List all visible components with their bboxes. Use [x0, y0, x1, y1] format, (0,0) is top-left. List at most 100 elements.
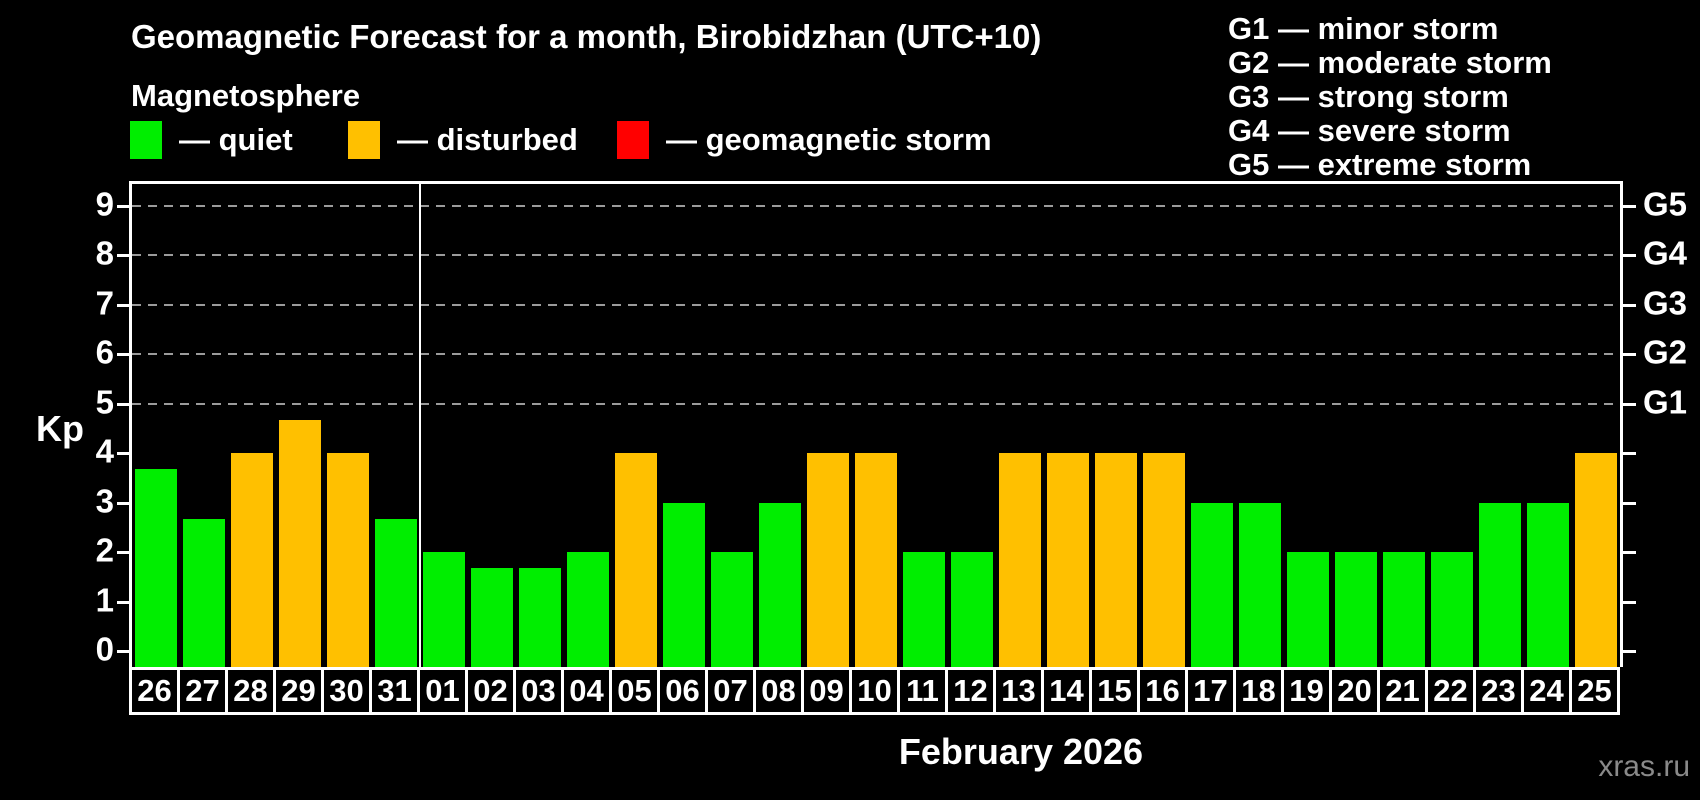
g5-legend-line: G5 — extreme storm: [1228, 147, 1532, 182]
kp-bar-day-29: [279, 419, 321, 667]
day-label-22: 22: [1425, 667, 1476, 715]
y-axis-tick-label-8: 8: [95, 234, 114, 272]
kp-bar-day-17: [1191, 502, 1233, 667]
kp-bar-day-10: [855, 453, 897, 667]
gridline-kp7: [132, 303, 1620, 306]
kp-bar-day-18: [1239, 502, 1281, 667]
day-label-06: 06: [657, 667, 708, 715]
gridline-kp5: [132, 402, 1620, 405]
y-axis-tick-label-2: 2: [95, 531, 114, 569]
kp-bar-day-09: [807, 453, 849, 667]
kp-bar-day-13: [999, 453, 1041, 667]
day-label-26: 26: [129, 667, 180, 715]
chart-subtitle: Magnetosphere: [131, 78, 361, 113]
y-axis-tick-label-5: 5: [95, 382, 114, 420]
day-label-03: 03: [513, 667, 564, 715]
day-label-20: 20: [1329, 667, 1380, 715]
day-label-14: 14: [1041, 667, 1092, 715]
legend-item-storm: — geomagnetic storm: [617, 120, 992, 160]
right-axis-tick-8: [1623, 254, 1636, 257]
kp-bar-day-06: [663, 502, 705, 667]
day-label-16: 16: [1137, 667, 1188, 715]
day-label-24: 24: [1521, 667, 1572, 715]
y-axis-tick-5: [117, 402, 130, 406]
day-label-30: 30: [321, 667, 372, 715]
kp-bar-day-27: [183, 518, 225, 667]
y-axis-tick-label-1: 1: [95, 580, 114, 618]
day-label-27: 27: [177, 667, 228, 715]
kp-bar-day-07: [711, 552, 753, 667]
kp-bar-day-03: [519, 568, 561, 667]
g-level-label-g4: G4: [1643, 234, 1688, 272]
day-label-19: 19: [1281, 667, 1332, 715]
day-label-10: 10: [849, 667, 900, 715]
g1-legend-line: G1 — minor storm: [1228, 11, 1499, 46]
storm-color-swatch: [617, 121, 649, 159]
y-axis-tick-label-3: 3: [95, 481, 114, 519]
kp-bar-day-12: [951, 552, 993, 667]
watermark: xras.ru: [1598, 750, 1690, 783]
day-label-01: 01: [417, 667, 468, 715]
x-axis-day-labels: 26 27 28 29 30 31 01 02 03 04 05 06 07 08 09 10 11 12 13 14…: [129, 667, 1623, 715]
right-axis-tick-5: [1623, 402, 1636, 406]
right-axis-tick-3: [1623, 501, 1636, 505]
y-axis-tick-8: [117, 254, 130, 257]
gridline-kp6: [132, 353, 1620, 355]
y-axis-tick-label-6: 6: [95, 333, 114, 371]
y-axis-tick-label-7: 7: [95, 283, 114, 321]
gridline-kp9: [132, 204, 1620, 207]
g-level-label-g2: G2: [1643, 333, 1688, 371]
kp-bar-day-16: [1143, 453, 1185, 667]
y-axis-tick-9: [117, 204, 130, 208]
right-axis-tick-1: [1623, 600, 1636, 604]
day-label-13: 13: [993, 667, 1044, 715]
g4-legend-line: G4 — severe storm: [1228, 113, 1511, 148]
kp-bar-day-11: [903, 552, 945, 667]
legend-label: — quiet: [179, 122, 293, 157]
right-axis-tick-6: [1623, 353, 1636, 356]
kp-bar-day-31: [375, 518, 417, 667]
day-label-04: 04: [561, 667, 612, 715]
y-axis-tick-7: [117, 303, 130, 307]
plot-area: [129, 181, 1623, 667]
kp-bar-day-25: [1575, 453, 1617, 667]
day-label-31: 31: [369, 667, 420, 715]
day-label-21: 21: [1377, 667, 1428, 715]
day-label-15: 15: [1089, 667, 1140, 715]
legend-label: — geomagnetic storm: [666, 122, 992, 157]
kp-bar-day-24: [1527, 502, 1569, 667]
y-axis-tick-6: [117, 353, 130, 356]
kp-bar-day-04: [567, 552, 609, 667]
month-separator-line: [419, 184, 421, 667]
kp-bar-day-22: [1431, 552, 1473, 667]
y-axis-tick-1: [117, 600, 130, 604]
y-axis-tick-0: [117, 650, 130, 653]
g-level-label-g5: G5: [1643, 184, 1688, 222]
kp-bar-day-21: [1383, 552, 1425, 667]
disturbed-color-swatch: [348, 121, 380, 159]
kp-bar-day-02: [471, 568, 513, 667]
y-axis-tick-4: [117, 452, 130, 455]
g-level-label-g1: G1: [1643, 382, 1688, 420]
kp-bar-day-23: [1479, 502, 1521, 667]
kp-bar-day-05: [615, 453, 657, 667]
right-axis-tick-0: [1623, 650, 1636, 653]
day-label-25: 25: [1569, 667, 1620, 715]
kp-bar-day-30: [327, 453, 369, 667]
right-axis-tick-2: [1623, 551, 1636, 554]
y-axis-tick-label-4: 4: [95, 432, 114, 470]
g3-legend-line: G3 — strong storm: [1228, 79, 1509, 114]
day-label-23: 23: [1473, 667, 1524, 715]
y-axis-label: Kp: [36, 408, 84, 449]
legend-item-disturbed: — disturbed: [348, 120, 578, 160]
day-label-02: 02: [465, 667, 516, 715]
right-axis-tick-9: [1623, 204, 1636, 208]
legend-item-quiet: — quiet: [130, 120, 293, 160]
legend-label: — disturbed: [397, 122, 578, 157]
kp-bar-day-15: [1095, 453, 1137, 667]
kp-bar-day-19: [1287, 552, 1329, 667]
right-axis-tick-4: [1623, 452, 1636, 455]
day-label-28: 28: [225, 667, 276, 715]
y-axis-tick-2: [117, 551, 130, 554]
